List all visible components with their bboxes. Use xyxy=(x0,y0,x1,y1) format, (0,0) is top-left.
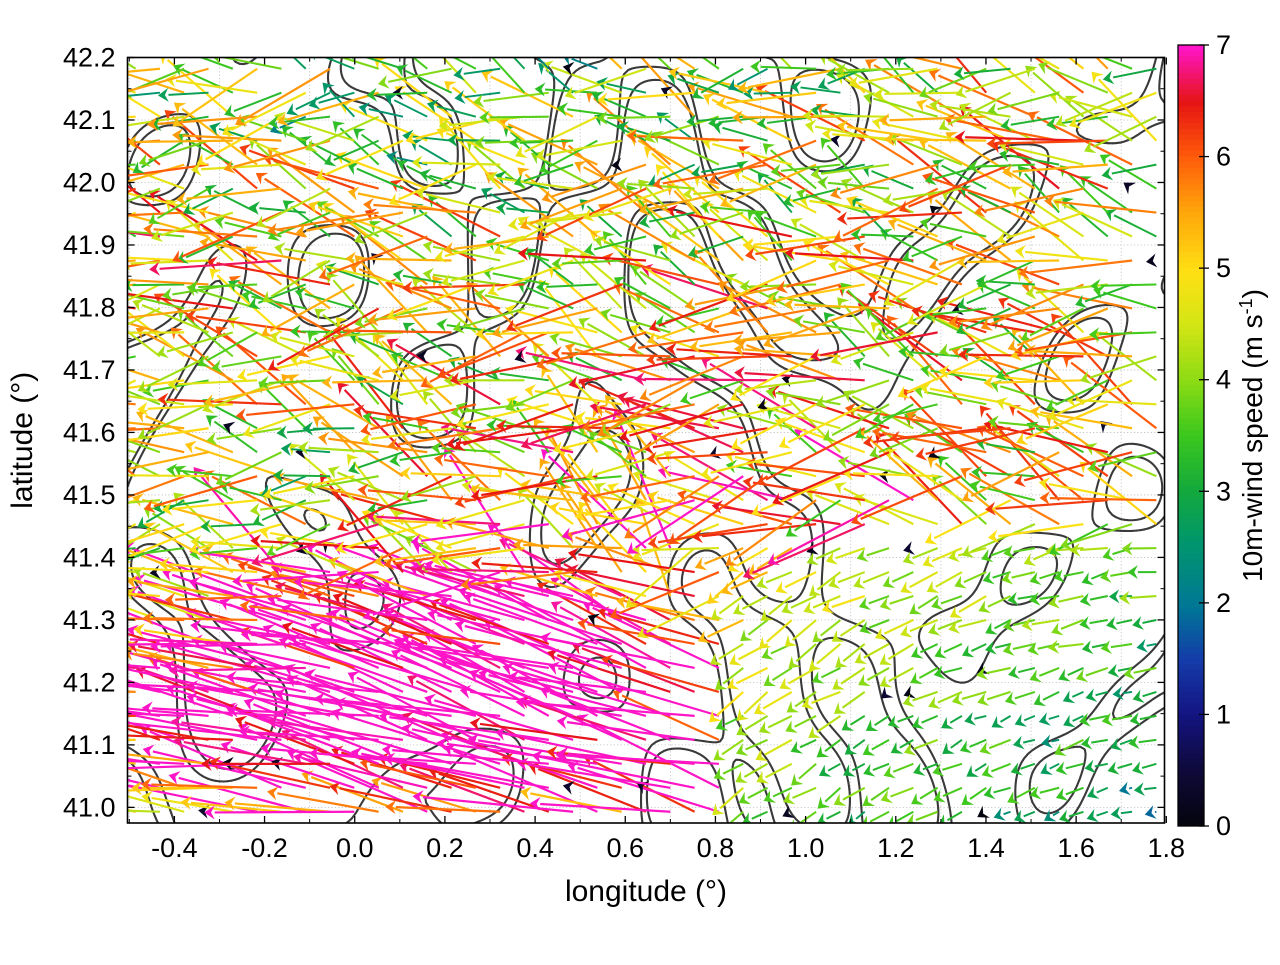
svg-text:41.6: 41.6 xyxy=(63,417,116,447)
svg-text:-0.4: -0.4 xyxy=(151,833,198,863)
svg-text:0: 0 xyxy=(1216,811,1231,841)
svg-text:41.3: 41.3 xyxy=(63,605,116,635)
svg-text:41.1: 41.1 xyxy=(63,730,116,760)
svg-text:5: 5 xyxy=(1216,253,1231,283)
svg-text:-0.2: -0.2 xyxy=(241,833,288,863)
svg-text:0.0: 0.0 xyxy=(336,833,374,863)
svg-text:1.2: 1.2 xyxy=(877,833,915,863)
svg-text:41.5: 41.5 xyxy=(63,480,116,510)
svg-text:41.9: 41.9 xyxy=(63,230,116,260)
svg-text:42.1: 42.1 xyxy=(63,105,116,135)
svg-text:longitude (°): longitude (°) xyxy=(565,875,727,908)
svg-text:41.8: 41.8 xyxy=(63,292,116,322)
svg-text:3: 3 xyxy=(1216,476,1231,506)
svg-text:42.2: 42.2 xyxy=(63,43,116,73)
svg-text:10m-wind speed (m s-1): 10m-wind speed (m s-1) xyxy=(1236,289,1268,582)
svg-text:1: 1 xyxy=(1216,699,1231,729)
svg-text:2: 2 xyxy=(1216,588,1231,618)
svg-text:41.7: 41.7 xyxy=(63,355,116,385)
svg-text:42.0: 42.0 xyxy=(63,167,116,197)
svg-text:0.8: 0.8 xyxy=(697,833,735,863)
svg-text:6: 6 xyxy=(1216,142,1231,172)
svg-text:41.2: 41.2 xyxy=(63,667,116,697)
svg-text:0.2: 0.2 xyxy=(426,833,464,863)
svg-text:1.0: 1.0 xyxy=(787,833,825,863)
svg-text:7: 7 xyxy=(1216,30,1231,60)
svg-text:1.6: 1.6 xyxy=(1057,833,1095,863)
svg-text:41.4: 41.4 xyxy=(63,542,116,572)
svg-text:1.4: 1.4 xyxy=(967,833,1005,863)
svg-text:1.8: 1.8 xyxy=(1148,833,1186,863)
svg-text:latitude (°): latitude (°) xyxy=(6,372,39,509)
svg-text:0.4: 0.4 xyxy=(516,833,554,863)
svg-text:0.6: 0.6 xyxy=(606,833,644,863)
svg-text:41.0: 41.0 xyxy=(63,792,116,822)
svg-text:4: 4 xyxy=(1216,365,1231,395)
